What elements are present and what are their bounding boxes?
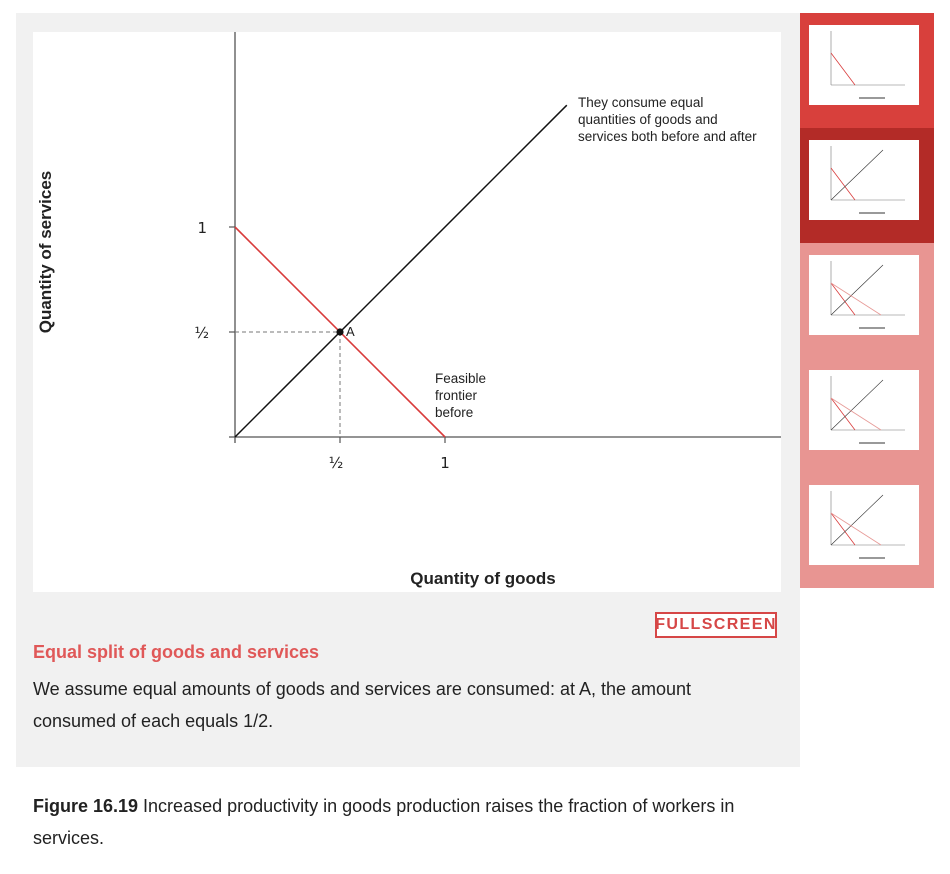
- thumbnail-chart-icon: [830, 146, 905, 214]
- point-a-label: A: [346, 324, 355, 339]
- figure-canvas: ½ 1 1 ½ A They consume equal quantities of goo…: [33, 32, 781, 592]
- frontier-annotation-line: before: [435, 405, 473, 420]
- thumbnail-preview: [809, 485, 919, 565]
- thumbnail-chart-icon: [830, 491, 905, 559]
- step-title: Equal split of goods and services: [33, 642, 320, 662]
- step-description: We assume equal amounts of goods and ser…: [33, 679, 692, 731]
- thumbnail-preview: [809, 140, 919, 220]
- thumbnail-preview: [809, 255, 919, 335]
- thumbnail-preview: [809, 25, 919, 105]
- thumbnail-preview: [809, 370, 919, 450]
- thumbnail-step-5[interactable]: [800, 473, 934, 588]
- x-tick-label-half: ½: [329, 454, 344, 472]
- thumbnail-step-3[interactable]: [800, 243, 934, 358]
- thumbnail-chart-icon: [830, 376, 905, 444]
- x-axis-label: Quantity of goods: [410, 569, 555, 588]
- thumbnail-chart-icon: [830, 261, 905, 329]
- frontier-chart: ½ 1 1 ½ A They consume equal quantities of goo…: [36, 32, 781, 588]
- thumbnail-step-2[interactable]: [800, 128, 934, 243]
- y-tick-label-half: ½: [194, 324, 209, 342]
- diagonal-annotation-line: quantities of goods and: [578, 112, 718, 127]
- point-a: [336, 328, 344, 336]
- frontier-annotation-line: frontier: [435, 388, 478, 403]
- diagonal-annotation-line: They consume equal: [578, 95, 703, 110]
- y-axis-label: Quantity of services: [36, 171, 55, 334]
- figure-caption: Figure 16.19 Increased productivity in g…: [33, 790, 793, 854]
- step-thumbnails: [800, 13, 934, 588]
- equal-consumption-line: [234, 104, 568, 438]
- figure-label: Figure 16.19: [33, 796, 139, 816]
- figure-caption-text: Increased productivity in goods producti…: [33, 796, 735, 848]
- diagonal-annotation-line: services both before and after: [578, 129, 757, 144]
- x-tick-label-one: 1: [440, 454, 450, 472]
- thumbnail-chart-icon: [830, 31, 905, 99]
- fullscreen-button[interactable]: FULLSCREEN: [655, 612, 777, 638]
- frontier-annotation-line: Feasible: [435, 371, 486, 386]
- thumbnail-step-4[interactable]: [800, 358, 934, 473]
- thumbnail-step-1[interactable]: [800, 13, 934, 128]
- y-tick-label-one: 1: [197, 219, 207, 237]
